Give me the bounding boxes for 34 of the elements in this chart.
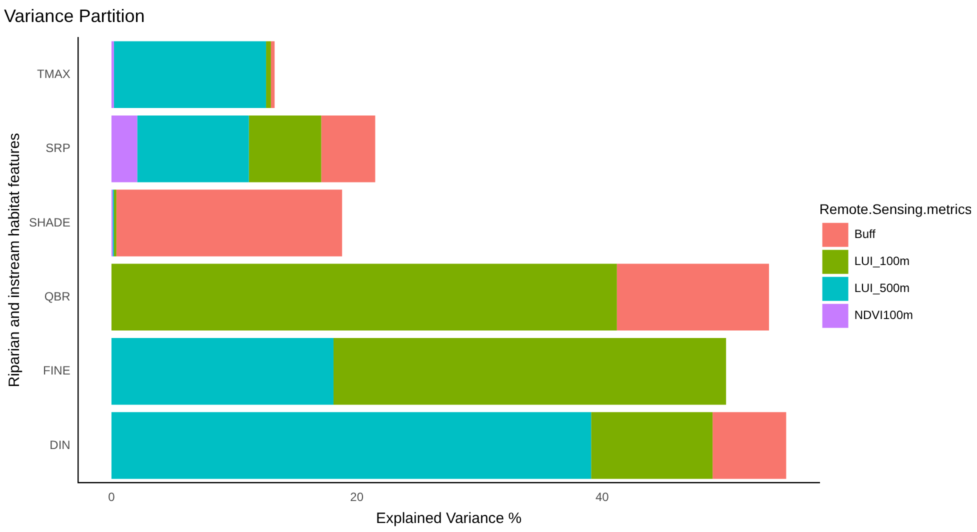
bar	[111, 338, 334, 405]
bar	[111, 41, 114, 108]
bar	[270, 41, 275, 108]
legend-title: Remote.Sensing.metrics	[819, 200, 972, 217]
bar	[137, 115, 249, 182]
bar	[114, 190, 116, 256]
bar	[616, 264, 770, 331]
bar	[334, 338, 726, 405]
bar	[116, 190, 342, 256]
bar	[111, 115, 138, 182]
legend-label: Buff	[854, 227, 924, 242]
bar	[591, 412, 713, 479]
bar	[111, 264, 617, 331]
x-tick-label: 20	[350, 490, 364, 504]
y-tick-label: DIN	[50, 438, 70, 452]
bar	[266, 41, 271, 108]
legend-label: NDVI100m	[854, 308, 961, 322]
bar	[248, 115, 322, 182]
y-axis-title: Riparian and instream habitat features	[6, 132, 24, 388]
x-tick-label: 40	[595, 490, 610, 504]
x-axis-title: Explained Variance %	[376, 510, 522, 528]
legend-label: LUI_500m	[854, 281, 958, 296]
y-tick-label: SRP	[46, 141, 70, 156]
y-tick-label: SHADE	[29, 215, 70, 230]
bar	[712, 412, 786, 479]
legend-label: LUI_100m	[854, 254, 958, 268]
y-tick-label: TMAX	[37, 66, 70, 81]
y-tick-label: FINE	[43, 364, 70, 378]
chart-title: Variance Partition	[4, 6, 145, 26]
bar	[114, 41, 266, 108]
bar	[111, 412, 592, 479]
y-tick-label: QBR	[44, 289, 71, 304]
bar	[321, 115, 376, 182]
x-tick-label: 0	[108, 490, 116, 504]
